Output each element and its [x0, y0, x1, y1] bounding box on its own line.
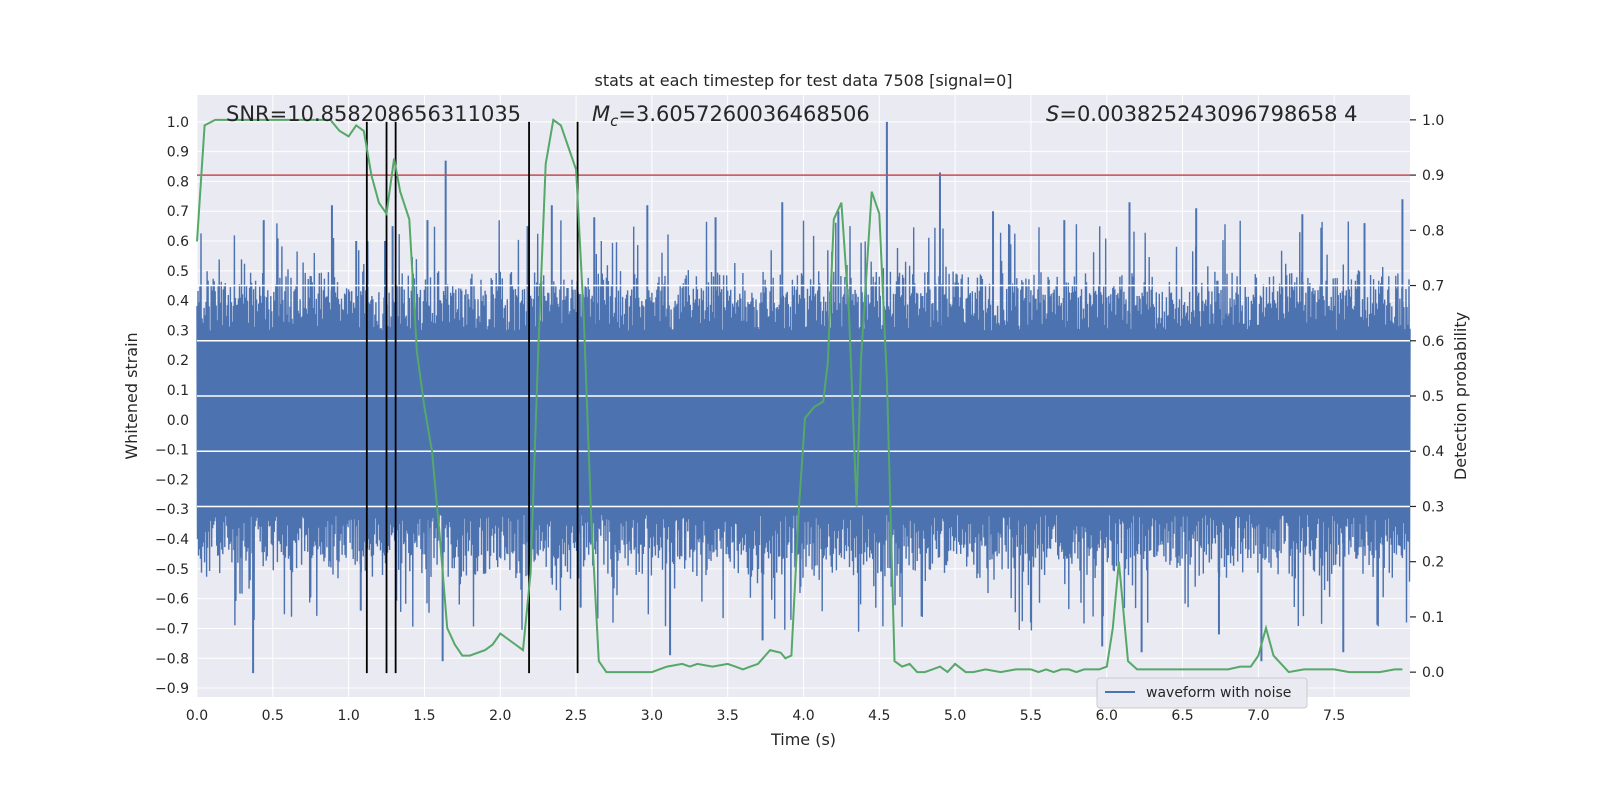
y2-tick-label: 0.2: [1422, 555, 1444, 571]
detection-probability-series: [196, 118, 1403, 674]
x-tick-label: 1.5: [413, 708, 435, 724]
chirp-mass-subscript: c: [610, 112, 619, 130]
x-tick-label: 5.5: [1020, 708, 1042, 724]
legend-label-waveform: waveform with noise: [1146, 685, 1291, 701]
legend: waveform with noise: [1096, 677, 1308, 709]
y2-tick-label: 0.0: [1422, 665, 1444, 681]
s-annotation: S=0.003825243096798658 4: [1046, 102, 1358, 126]
s-symbol: S: [1046, 102, 1059, 126]
waveform-line: [196, 220, 1411, 632]
y-tick-label: 0.0: [167, 413, 189, 429]
y2-tick-label: 0.6: [1422, 334, 1444, 350]
y-tick-label: −0.5: [155, 562, 189, 578]
legend-box: [1096, 677, 1308, 709]
x-tick-label: 7.5: [1323, 708, 1345, 724]
y-tick-label: −0.6: [155, 592, 189, 608]
y-tick-label: 1.0: [167, 115, 189, 131]
x-tick-label: 1.0: [337, 708, 359, 724]
x-tick-label: 3.0: [641, 708, 663, 724]
y-tick-label: 0.7: [167, 204, 189, 220]
x-tick-label: 0.5: [262, 708, 284, 724]
x-tick-label: 4.0: [792, 708, 814, 724]
x-tick-label: 2.5: [565, 708, 587, 724]
left-y-axis-ticks: −0.9 −0.8 −0.7 −0.6 −0.5 −0.4 −0.3 −0.2 −0.1 0.0 0…: [155, 115, 189, 697]
right-y-axis-label: Detection probability: [1451, 312, 1470, 480]
chirp-mass-symbol: M: [592, 102, 610, 126]
x-axis-label: Time (s): [770, 730, 836, 749]
chart-title: stats at each timestep for test data 750…: [594, 71, 1012, 90]
y2-tick-label: 0.4: [1422, 444, 1444, 460]
y2-tick-label: 1.0: [1422, 113, 1444, 129]
y2-tick-label: 0.9: [1422, 168, 1444, 184]
y2-tick-label: 0.1: [1422, 610, 1444, 626]
x-tick-label: 2.0: [489, 708, 511, 724]
y-tick-label: 0.3: [167, 323, 189, 339]
x-tick-label: 7.0: [1247, 708, 1269, 724]
s-value: =0.003825243096798658 4: [1059, 102, 1357, 126]
detection-probability-line: [196, 118, 1403, 674]
y-tick-label: 0.2: [167, 353, 189, 369]
y-tick-label: −0.8: [155, 651, 189, 667]
x-tick-label: 6.0: [1096, 708, 1118, 724]
y2-tick-label: 0.3: [1422, 499, 1444, 515]
right-y-axis-ticks: 0.0 0.1 0.2 0.3 0.4 0.5 0.6 0.7 0.8 0.9 1.0: [1410, 113, 1444, 681]
y-tick-label: −0.2: [155, 472, 189, 488]
waveform-series: [196, 121, 1411, 674]
y-tick-label: 0.8: [167, 174, 189, 190]
y-tick-label: −0.7: [155, 621, 189, 637]
chirp-mass-annotation: Mc=3.6057260036468506: [592, 102, 870, 130]
snr-annotation: SNR=10.858208656311035: [226, 102, 521, 126]
x-tick-label: 3.5: [717, 708, 739, 724]
y-tick-label: 0.9: [167, 145, 189, 161]
y-tick-label: 0.5: [167, 264, 189, 280]
y-tick-label: 0.6: [167, 234, 189, 250]
y-tick-label: −0.9: [155, 681, 189, 697]
x-axis-ticks: 0.0 0.5 1.0 1.5 2.0 2.5 3.0 3.5 4.0 4.5 5.0 5.5 6.0 6…: [186, 708, 1345, 724]
x-tick-label: 6.5: [1171, 708, 1193, 724]
y2-tick-label: 0.8: [1422, 223, 1444, 239]
left-y-axis-label: Whitened strain: [122, 332, 141, 459]
y2-tick-label: 0.5: [1422, 389, 1444, 405]
y-tick-label: 0.1: [167, 383, 189, 399]
x-tick-label: 0.0: [186, 708, 208, 724]
x-tick-label: 5.0: [944, 708, 966, 724]
y-tick-label: −0.1: [155, 443, 189, 459]
y2-tick-label: 0.7: [1422, 279, 1444, 295]
x-tick-label: 4.5: [868, 708, 890, 724]
y-tick-label: 0.4: [167, 294, 189, 310]
y-tick-label: −0.4: [155, 532, 189, 548]
y-tick-label: −0.3: [155, 502, 189, 518]
chirp-mass-value: =3.6057260036468506: [618, 102, 869, 126]
